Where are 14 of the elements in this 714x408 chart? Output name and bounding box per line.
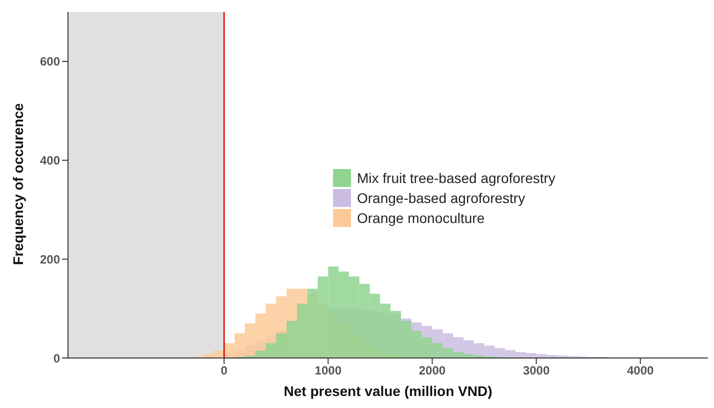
legend-label: Orange monoculture: [357, 210, 485, 226]
x-tick-label: 3000: [522, 364, 550, 378]
x-tick-label: 2000: [418, 364, 446, 378]
x-axis-title: Net present value (million VND): [284, 383, 492, 399]
y-tick-label: 600: [40, 54, 60, 69]
legend-label: Mix fruit tree-based agroforestry: [357, 170, 556, 186]
y-tick-label: 400: [40, 154, 60, 168]
y-tick-label: 0: [53, 351, 60, 366]
x-tick-label: 4000: [627, 364, 654, 378]
y-axis-title: Frequency of occurence: [10, 102, 26, 265]
x-tick-label: 0: [220, 364, 228, 378]
x-tick-label: 1000: [314, 364, 342, 378]
legend-label: Orange-based agroforestry: [357, 190, 526, 206]
y-tick-label: 200: [40, 252, 60, 266]
